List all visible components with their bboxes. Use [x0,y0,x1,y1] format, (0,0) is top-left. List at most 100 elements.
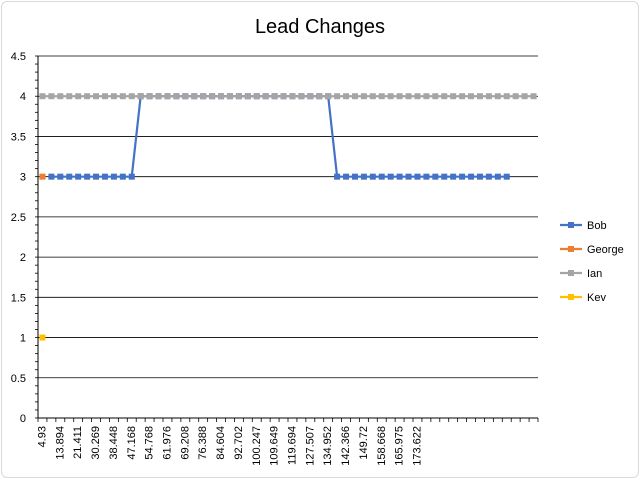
data-point-ian [360,93,367,100]
legend-label-george: George [587,244,624,256]
x-tick-label: 109.649 [269,426,281,466]
data-point-bob [128,173,135,180]
data-point-george [39,173,46,180]
data-point-ian [378,93,385,100]
data-point-ian [75,93,82,100]
legend-marker-kev [568,294,574,300]
data-point-ian [101,93,108,100]
x-tick-label: 142.366 [340,426,352,466]
data-point-bob [387,173,394,180]
x-tick-label: 54.768 [144,426,156,460]
x-tick-label: 149.72 [358,426,370,460]
y-tick-label: 4.5 [11,51,26,63]
data-point-ian [39,93,46,100]
data-point-ian [271,93,278,100]
legend-item-george: George [560,244,624,256]
legend-marker-george [568,246,574,252]
data-point-bob [378,173,385,180]
data-point-bob [503,173,510,180]
y-tick-label: 0.5 [11,373,26,385]
data-point-kev [39,334,46,341]
data-point-ian [334,93,341,100]
data-point-ian [521,93,528,100]
data-point-bob [119,173,126,180]
data-point-ian [405,93,412,100]
legend-label-kev: Kev [587,292,606,304]
legend-item-kev: Kev [560,292,606,304]
data-point-bob [369,173,376,180]
data-point-bob [450,173,457,180]
data-point-ian [468,93,475,100]
y-tick-label: 3.5 [11,131,26,143]
y-tick-label: 2.5 [11,212,26,224]
data-point-ian [173,93,180,100]
x-tick-label: 47.168 [126,426,138,460]
data-point-ian [253,93,260,100]
series-ian [39,93,537,100]
data-point-bob [468,173,475,180]
y-tick-label: 4 [20,91,26,103]
grid-layer [38,55,538,379]
data-point-ian [414,93,421,100]
data-point-ian [432,93,439,100]
y-tick-label: 1 [20,333,26,345]
x-tick-label: 158.668 [376,426,388,466]
x-tick-label: 84.604 [215,426,227,460]
data-point-ian [191,93,198,100]
y-tick-label: 2 [20,252,26,264]
x-tick-label: 173.622 [411,426,423,466]
x-tick-label: 38.448 [108,426,120,460]
data-point-ian [289,93,296,100]
legend-marker-ian [568,270,574,276]
data-point-ian [164,93,171,100]
data-point-bob [101,173,108,180]
data-point-bob [75,173,82,180]
data-point-ian [298,93,305,100]
data-point-ian [316,93,323,100]
data-point-bob [343,173,350,180]
x-tick-label: 92.702 [233,426,245,460]
chart-title: Lead Changes [255,16,385,38]
x-tick-label: 100.247 [251,426,263,466]
data-point-ian [262,93,269,100]
data-point-ian [396,93,403,100]
data-point-ian [110,93,117,100]
data-point-bob [432,173,439,180]
axis-layer: 0 0.5 1 1.5 2 2.5 3 3.5 4 4.5 4.93 13.894 21.411 30.2… [11,51,539,466]
x-tick-label: 4.93 [36,426,48,447]
legend-label-bob: Bob [587,220,607,232]
data-point-ian [146,93,153,100]
data-point-bob [360,173,367,180]
data-point-ian [450,93,457,100]
data-point-ian [343,93,350,100]
x-tick-label: 165.975 [394,426,406,466]
data-point-ian [476,93,483,100]
data-point-ian [137,93,144,100]
data-point-ian [423,93,430,100]
x-tick-label: 127.507 [304,426,316,466]
data-point-ian [512,93,519,100]
data-point-ian [503,93,510,100]
data-point-ian [307,93,314,100]
data-point-ian [119,93,126,100]
data-point-bob [84,173,91,180]
data-point-bob [66,173,73,180]
data-point-ian [128,93,135,100]
series-george [39,173,46,180]
x-tick-label: 69.208 [179,426,191,460]
x-tick-label: 134.952 [322,426,334,466]
x-tick-label: 21.411 [72,426,84,459]
data-point-ian [218,93,225,100]
series-layer [39,93,537,341]
data-point-ian [369,93,376,100]
data-point-bob [459,173,466,180]
legend-marker-bob [568,222,574,228]
data-point-ian [93,93,100,100]
data-point-ian [530,93,537,100]
data-point-bob [441,173,448,180]
data-point-ian [235,93,242,100]
data-point-ian [84,93,91,100]
data-point-bob [494,173,501,180]
data-point-bob [485,173,492,180]
